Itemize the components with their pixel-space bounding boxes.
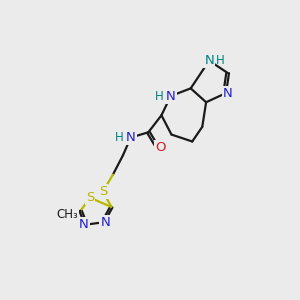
- Text: H: H: [115, 131, 124, 144]
- Text: N: N: [166, 90, 175, 103]
- Text: CH₃: CH₃: [57, 208, 78, 221]
- Text: N: N: [100, 216, 110, 229]
- Text: N: N: [79, 218, 88, 231]
- Text: N: N: [223, 87, 232, 100]
- Text: H: H: [155, 90, 164, 103]
- Text: S: S: [99, 185, 107, 198]
- Text: H: H: [216, 54, 225, 67]
- Text: N: N: [204, 54, 214, 67]
- Text: N: N: [126, 131, 136, 144]
- Text: O: O: [155, 141, 166, 154]
- Text: S: S: [86, 191, 94, 204]
